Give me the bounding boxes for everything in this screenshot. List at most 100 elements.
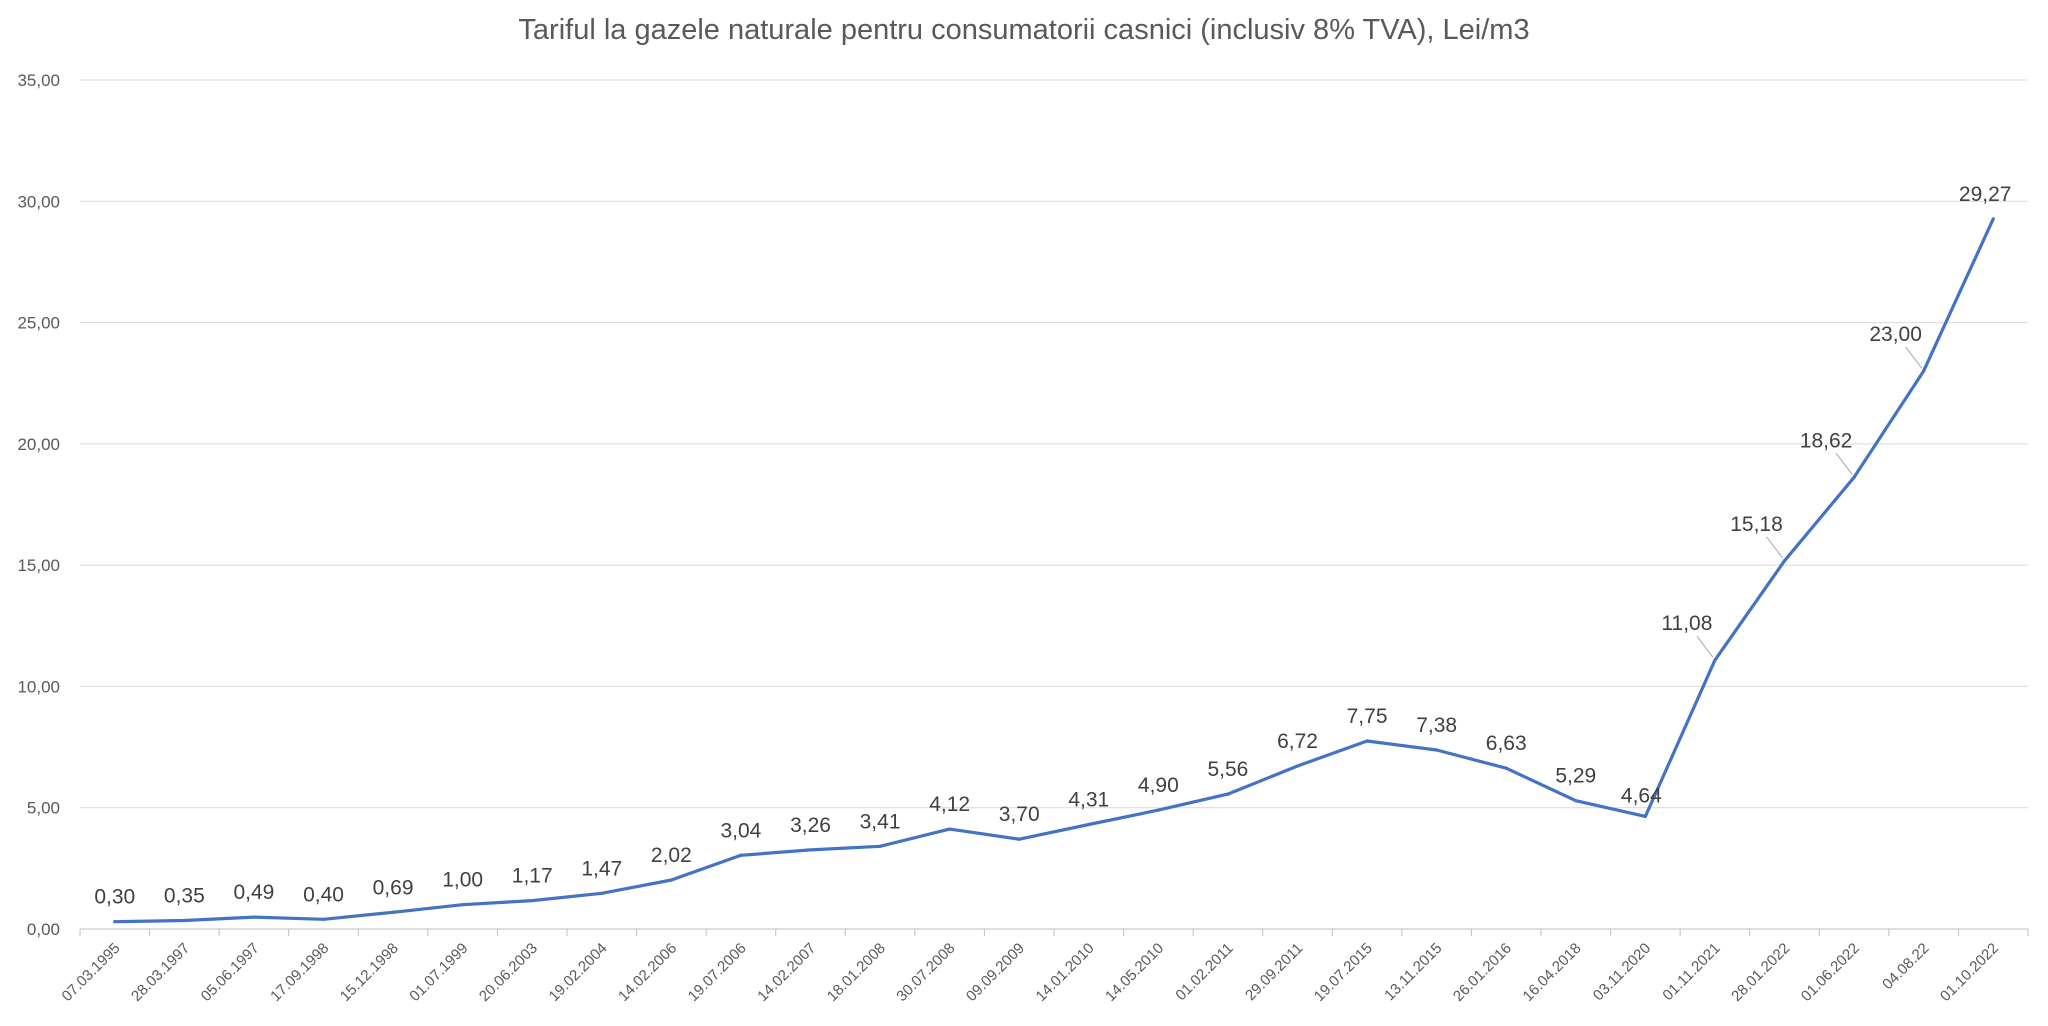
x-tick-label: 28.03.1997 bbox=[128, 940, 193, 1005]
x-tick-label: 16.04.2018 bbox=[1520, 940, 1585, 1005]
data-label: 4,31 bbox=[1068, 788, 1109, 811]
x-tick-label: 01.02.2011 bbox=[1172, 940, 1236, 1004]
data-point bbox=[461, 903, 465, 907]
leader-line bbox=[1696, 635, 1714, 658]
data-label: 0,69 bbox=[373, 876, 414, 899]
x-tick-label: 13.11.2015 bbox=[1381, 940, 1445, 1004]
data-point bbox=[113, 920, 117, 924]
data-point bbox=[530, 899, 534, 903]
data-labels: 0,30 0,35 0,49 0,40 0,69 1,00 1,17 1,47 2,02 3,04… bbox=[94, 183, 2011, 909]
y-axis: 0,00 5,00 10,00 15,00 20,00 25,00 30,00 35,00 bbox=[17, 71, 60, 939]
y-tick-label: 10,00 bbox=[17, 677, 60, 696]
x-tick-label: 18.01.2008 bbox=[824, 940, 889, 1005]
data-label: 7,75 bbox=[1347, 705, 1388, 728]
data-label: 3,41 bbox=[860, 810, 901, 833]
data-label: 0,30 bbox=[94, 886, 135, 909]
data-label: 29,27 bbox=[1959, 183, 2012, 206]
data-point bbox=[1226, 792, 1230, 796]
data-point bbox=[1087, 822, 1091, 827]
y-tick-label: 30,00 bbox=[17, 192, 60, 211]
data-label: 7,38 bbox=[1416, 714, 1457, 737]
x-tick-label: 30.07.2008 bbox=[893, 940, 958, 1005]
data-point bbox=[321, 917, 326, 921]
x-tick-label: 26.01.2016 bbox=[1450, 940, 1515, 1005]
y-tick-label: 15,00 bbox=[17, 556, 60, 575]
data-label: 1,47 bbox=[581, 857, 622, 880]
leader-lines bbox=[1696, 346, 1923, 658]
data-point bbox=[1017, 837, 1021, 841]
x-tick-label: 28.01.2022 bbox=[1728, 940, 1793, 1005]
data-label: 5,29 bbox=[1555, 765, 1596, 788]
data-point bbox=[252, 915, 256, 919]
data-point bbox=[1782, 559, 1787, 563]
data-label: 11,08 bbox=[1661, 612, 1712, 635]
data-label: 1,00 bbox=[442, 869, 483, 892]
leader-line bbox=[1766, 536, 1783, 559]
data-point bbox=[1643, 814, 1647, 819]
data-label: 5,56 bbox=[1207, 758, 1248, 781]
x-tick-label: 19.02.2004 bbox=[546, 940, 611, 1005]
leader-line bbox=[1905, 346, 1923, 369]
x-tick-label: 15.12.1998 bbox=[337, 940, 402, 1005]
data-point bbox=[182, 918, 186, 923]
chart-title: Tariful la gazele naturale pentru consum… bbox=[518, 14, 1530, 46]
x-tick-label: 19.07.2015 bbox=[1311, 940, 1376, 1005]
leader-line bbox=[1835, 453, 1853, 475]
data-point bbox=[1713, 658, 1717, 662]
data-label: 3,70 bbox=[999, 803, 1040, 826]
data-point bbox=[1295, 764, 1300, 768]
series-layer bbox=[113, 217, 1995, 924]
data-point bbox=[1991, 217, 1995, 221]
data-label: 0,49 bbox=[233, 881, 274, 904]
x-tick-label: 14.01.2010 bbox=[1033, 940, 1098, 1005]
data-point bbox=[1504, 766, 1508, 770]
x-axis: 07.03.1995 28.03.1997 05.06.1997 17.09.1998… bbox=[59, 929, 2029, 1005]
x-tick-label: 01.06.2022 bbox=[1798, 940, 1863, 1005]
x-tick-label: 14.02.2007 bbox=[754, 940, 819, 1005]
y-tick-label: 0,00 bbox=[27, 920, 60, 939]
data-label: 0,35 bbox=[164, 885, 205, 908]
data-label: 6,72 bbox=[1277, 730, 1318, 753]
data-label: 1,17 bbox=[512, 865, 553, 888]
data-label: 4,12 bbox=[929, 793, 970, 816]
series-line bbox=[113, 217, 1995, 924]
data-label: 2,02 bbox=[651, 844, 692, 867]
data-point bbox=[808, 848, 813, 852]
y-tick-label: 35,00 bbox=[17, 71, 60, 90]
data-point bbox=[391, 910, 395, 914]
data-label: 3,04 bbox=[720, 819, 761, 842]
data-point bbox=[739, 853, 743, 857]
x-tick-label: 09.09.2009 bbox=[963, 940, 1028, 1005]
x-tick-label: 14.05.2010 bbox=[1102, 940, 1167, 1005]
x-tick-label: 03.11.2020 bbox=[1590, 940, 1654, 1004]
data-label: 18,62 bbox=[1800, 429, 1853, 452]
x-tick-label: 17.09.1998 bbox=[267, 940, 332, 1005]
y-tick-label: 20,00 bbox=[17, 435, 60, 454]
data-point bbox=[1365, 739, 1369, 743]
gridlines bbox=[80, 79, 2028, 930]
data-label: 4,64 bbox=[1621, 784, 1662, 807]
x-tick-label: 01.11.2021 bbox=[1659, 940, 1723, 1004]
x-tick-label: 01.07.1999 bbox=[406, 940, 471, 1005]
x-tick-label: 20.06.2003 bbox=[476, 940, 541, 1005]
x-tick-label: 07.03.1995 bbox=[59, 940, 124, 1005]
data-point bbox=[948, 827, 952, 831]
x-tick-label: 05.06.1997 bbox=[198, 940, 263, 1005]
data-point bbox=[878, 844, 882, 848]
x-tick-label: 29.09.2011 bbox=[1242, 940, 1306, 1004]
y-tick-label: 5,00 bbox=[27, 799, 60, 818]
data-label: 23,00 bbox=[1869, 323, 1922, 346]
data-label: 15,18 bbox=[1730, 513, 1783, 536]
data-point bbox=[1852, 475, 1856, 479]
x-tick-label: 01.10.2022 bbox=[1937, 940, 2002, 1005]
data-label: 0,40 bbox=[303, 883, 344, 906]
data-point bbox=[1156, 808, 1160, 812]
x-tick-label: 14.02.2006 bbox=[615, 940, 680, 1005]
data-label: 6,63 bbox=[1486, 732, 1527, 755]
data-point bbox=[669, 878, 673, 882]
data-label: 4,90 bbox=[1138, 774, 1179, 797]
y-tick-label: 25,00 bbox=[17, 314, 60, 333]
data-point bbox=[600, 891, 604, 895]
